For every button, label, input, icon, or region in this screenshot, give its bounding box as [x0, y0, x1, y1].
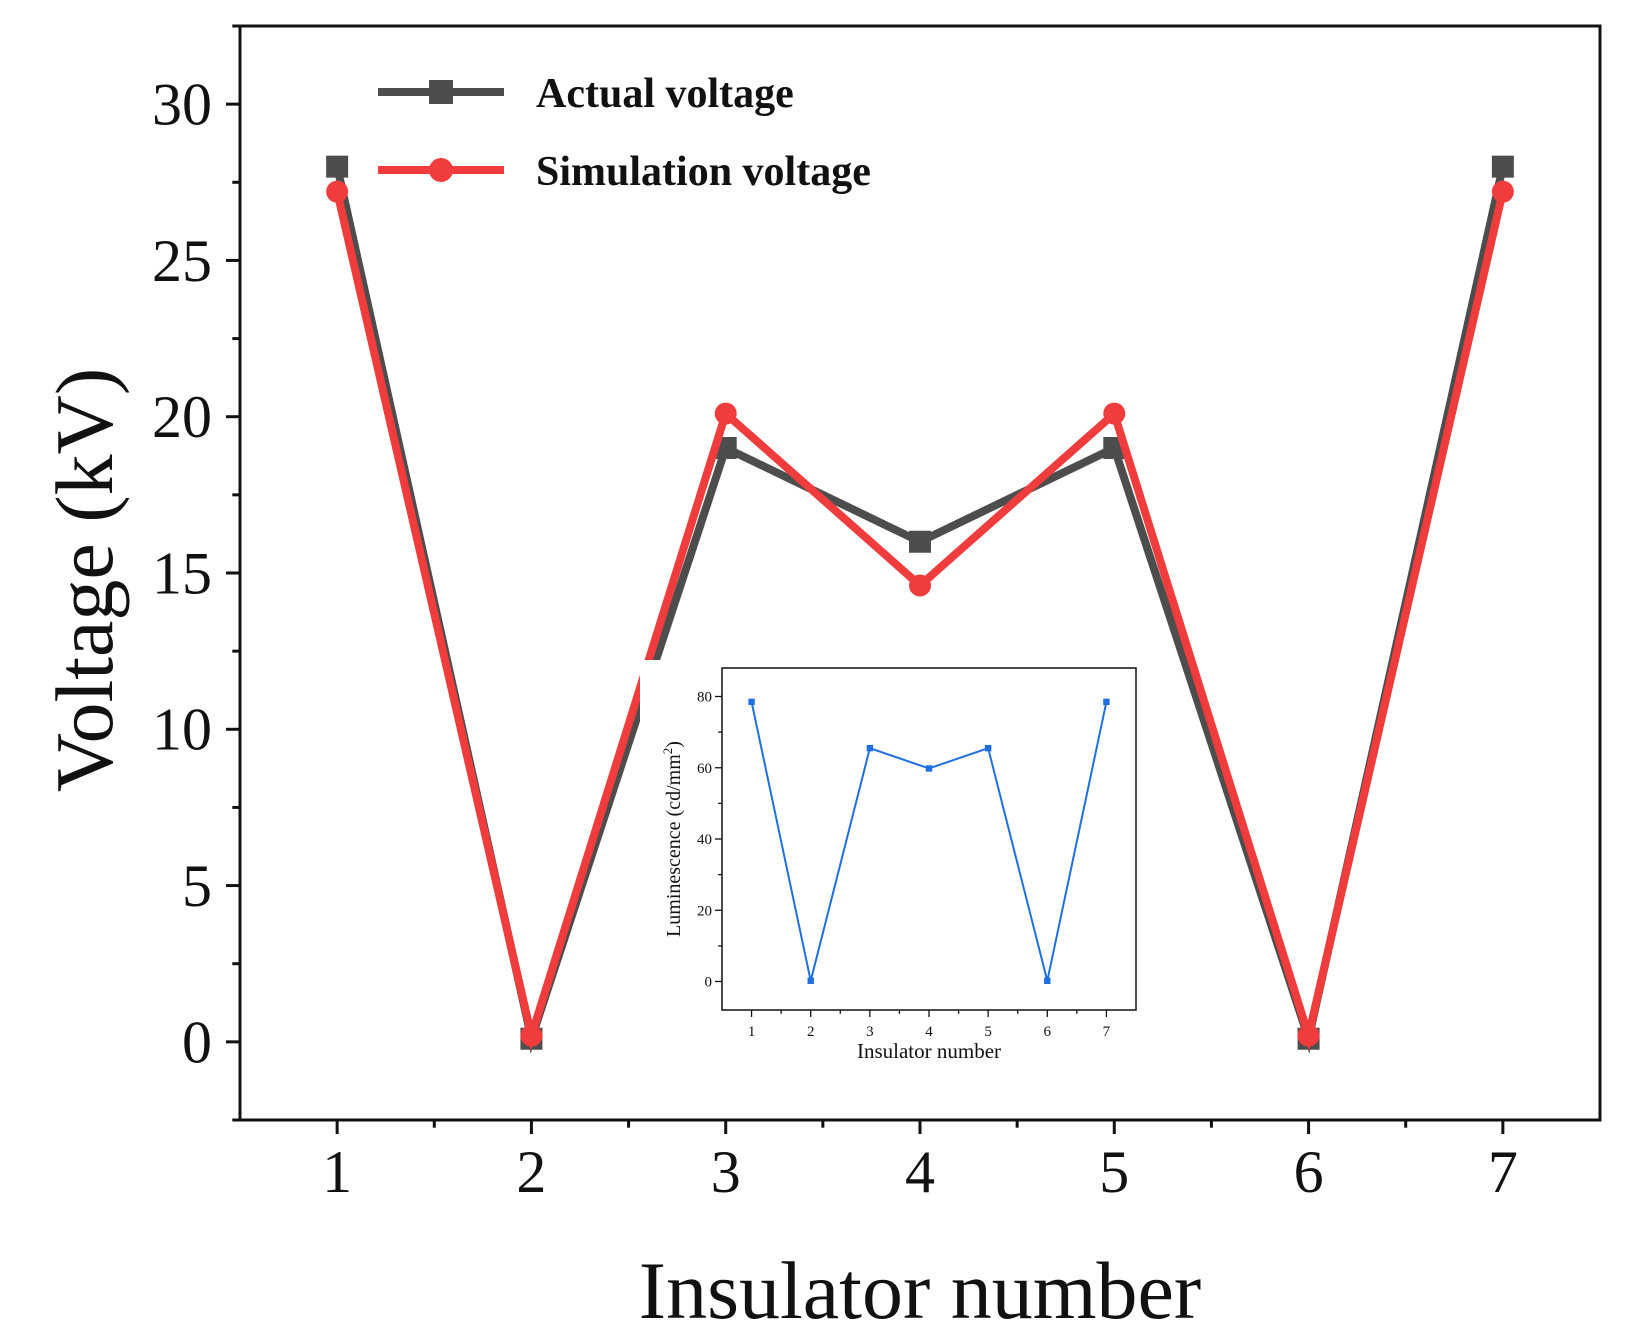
x-tick-label: 3 [711, 1139, 741, 1205]
x-tick-label: 3 [866, 1024, 874, 1040]
x-tick-label: 1 [748, 1024, 756, 1040]
x-tick-label: 7 [1103, 1024, 1111, 1040]
y-tick-label: 20 [697, 903, 712, 919]
data-point [925, 765, 933, 772]
x-tick-label: 2 [807, 1024, 815, 1040]
data-point [866, 744, 874, 752]
data-point [714, 402, 737, 425]
data-point [909, 530, 931, 553]
y-tick-label: 25 [152, 228, 212, 294]
data-point [1491, 180, 1514, 203]
data-point [1297, 1024, 1320, 1047]
y-tick-label: 0 [182, 1009, 212, 1075]
data-point [1103, 698, 1110, 706]
inset-x-axis-title: Insulator number [857, 1039, 1001, 1063]
data-point [326, 155, 349, 178]
data-point [984, 744, 992, 752]
x-axis-title: Insulator number [639, 1245, 1201, 1336]
y-tick-label: 20 [152, 384, 212, 450]
y-tick-label: 10 [152, 697, 212, 763]
x-tick-label: 5 [1099, 1139, 1129, 1205]
x-tick-label: 4 [905, 1139, 935, 1205]
y-tick-label: 15 [152, 540, 212, 606]
x-tick-label: 1 [322, 1139, 352, 1205]
data-point [1044, 977, 1051, 984]
data-point [1103, 402, 1126, 425]
x-tick-label: 6 [1044, 1024, 1052, 1040]
x-tick-label: 5 [984, 1024, 992, 1040]
y-axis-title: Voltage (kV) [39, 368, 130, 792]
data-point [520, 1024, 543, 1047]
legend-label: Simulation voltage [536, 149, 871, 195]
data-point [909, 574, 931, 597]
legend: Actual voltage Simulation voltage [378, 71, 871, 195]
x-tick-label: 7 [1488, 1139, 1518, 1205]
y-tick-label: 60 [697, 761, 712, 777]
y-tick-label: 5 [182, 853, 212, 919]
x-tick-label: 2 [516, 1139, 546, 1205]
legend-swatch-marker [429, 158, 453, 182]
main-axis-titles: Insulator number Voltage (kV) [39, 368, 1201, 1336]
legend-swatch-marker [429, 80, 453, 104]
inset-plot: 1 2 3 4 5 6 7 0 20 40 60 80 Insulator number Luminesc… [640, 660, 1146, 1080]
y-tick-label: 0 [705, 975, 713, 991]
data-point [748, 698, 755, 706]
data-point [326, 180, 349, 203]
inset-y-axis-title: Luminescence (cd/mm2) [660, 741, 685, 937]
x-tick-label: 4 [925, 1024, 933, 1040]
y-tick-label: 80 [697, 690, 712, 706]
legend-label: Actual voltage [536, 71, 794, 117]
data-point [807, 977, 814, 984]
x-tick-label: 6 [1294, 1139, 1324, 1205]
y-tick-label: 30 [152, 72, 212, 138]
y-tick-label: 40 [697, 832, 712, 848]
data-point [1491, 155, 1514, 178]
